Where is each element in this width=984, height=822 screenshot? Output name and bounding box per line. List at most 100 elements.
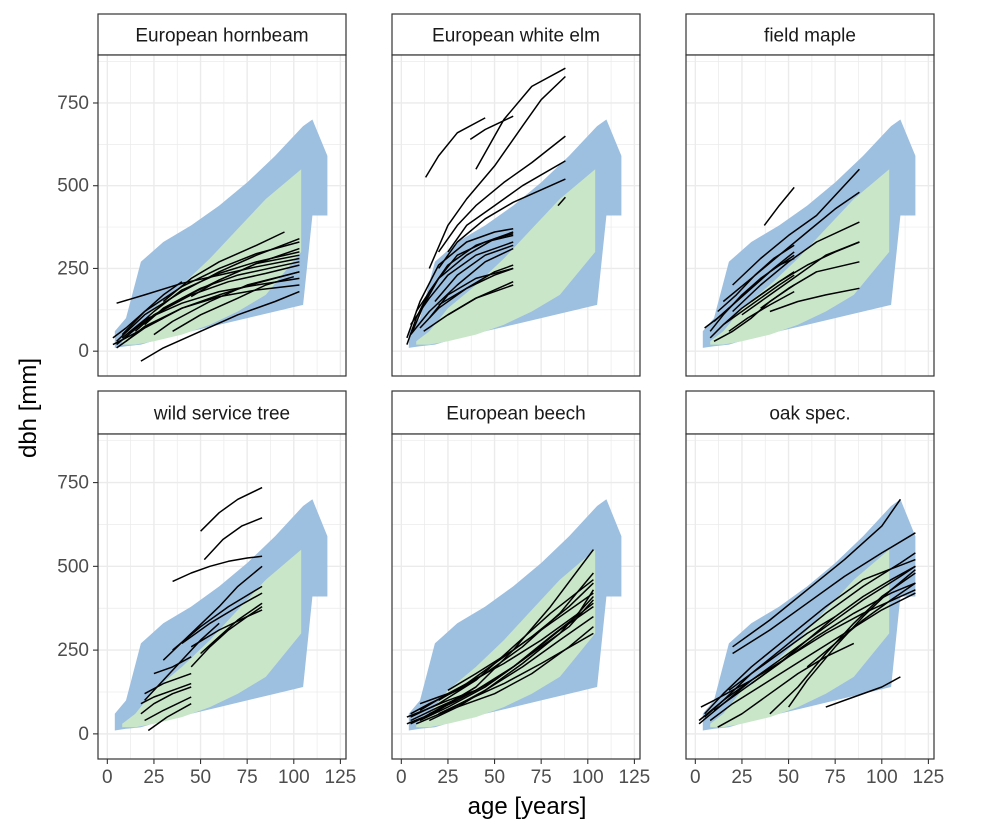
tree-growth-line: [428, 267, 514, 319]
inner-reference-band: [416, 169, 596, 345]
tree-growth-line: [147, 703, 192, 732]
y-tick-label: 250: [57, 640, 89, 661]
x-tick-label: 50: [778, 767, 799, 788]
facet-strip: [685, 13, 935, 56]
tree-growth-line: [419, 689, 458, 705]
tree-growth-line: [428, 75, 566, 269]
tree-growth-line: [434, 244, 514, 302]
tree-growth-line: [190, 605, 263, 668]
y-tick-label: 250: [57, 258, 89, 279]
facet-strip-label: European beech: [446, 404, 585, 425]
inner-reference-band: [710, 169, 890, 345]
x-tick-label: 50: [484, 767, 505, 788]
panel-border: [685, 433, 935, 760]
tree-growth-line: [153, 271, 300, 336]
facet-panel: field maple: [685, 13, 935, 377]
outer-reference-band: [702, 499, 916, 731]
tree-growth-line: [557, 196, 566, 207]
tree-growth-line: [140, 290, 300, 362]
panel-border: [391, 54, 641, 377]
tree-growth-line: [732, 498, 902, 648]
y-tick-label: 750: [57, 473, 89, 494]
x-tick-label: 100: [278, 767, 310, 788]
tree-growth-line: [144, 672, 192, 695]
tree-growth-line: [190, 254, 300, 298]
outer-reference-band: [114, 499, 328, 731]
panel-border: [391, 433, 641, 760]
tree-growth-line: [410, 672, 486, 715]
facet-strip: [391, 13, 641, 56]
tree-growth-line: [704, 558, 916, 715]
tree-growth-line: [806, 582, 916, 668]
tree-growth-line: [713, 284, 795, 342]
tree-growth-line: [728, 615, 836, 691]
tree-growth-line: [162, 231, 285, 303]
tree-growth-line: [717, 244, 795, 313]
tree-growth-line: [144, 261, 300, 326]
tree-growth-line: [428, 626, 594, 722]
facet-strip-label: field maple: [764, 26, 856, 47]
x-tick-label: 100: [572, 767, 604, 788]
tree-growth-line: [456, 615, 594, 708]
tree-growth-line: [172, 555, 263, 583]
tree-growth-line: [732, 532, 916, 655]
tree-growth-line: [153, 656, 192, 675]
facet-panel: oak spec. 0 25 50 75 100 125: [685, 390, 945, 788]
tree-growth-line: [732, 221, 860, 313]
y-tick-label: 500: [57, 556, 89, 577]
x-tick-label: 75: [531, 767, 552, 788]
facet-strip-label: European hornbeam: [135, 26, 308, 47]
tree-growth-line: [203, 517, 263, 561]
panel-content: [698, 498, 916, 731]
x-tick-label: 50: [190, 767, 211, 788]
tree-growth-line: [704, 251, 795, 329]
tree-growth-line: [447, 281, 514, 316]
tree-growth-line: [116, 257, 300, 304]
panel-border: [685, 54, 935, 377]
tree-growth-line: [406, 689, 477, 718]
tree-growth-line: [438, 267, 514, 306]
tree-growth-line: [437, 178, 566, 269]
tree-growth-line: [438, 589, 595, 702]
tree-growth-line: [411, 234, 514, 332]
x-tick-label: 75: [237, 767, 258, 788]
tree-growth-line: [172, 275, 295, 332]
tree-growth-line: [424, 117, 486, 178]
tree-growth-line: [134, 264, 300, 332]
x-tick-label: 100: [866, 767, 898, 788]
tree-growth-line: [140, 686, 192, 715]
tree-growth-line: [144, 696, 192, 722]
tree-growth-line: [181, 592, 263, 645]
tree-growth-line: [112, 281, 183, 339]
facet-panel: European beech 0 25 50 75 100 125: [391, 390, 651, 788]
tree-growth-line: [722, 274, 795, 326]
panel-border: [97, 433, 347, 760]
facet-strip-label: European white elm: [432, 26, 600, 47]
tree-growth-line: [200, 602, 263, 655]
facet-strip-label: wild service tree: [153, 404, 290, 425]
tree-growth-line: [700, 679, 752, 708]
x-tick-label: 25: [143, 767, 164, 788]
facet-strip: [97, 13, 347, 56]
tree-growth-line: [447, 160, 566, 253]
facet-panel: European white elm: [391, 13, 641, 377]
y-tick-label: 750: [57, 93, 89, 114]
tree-growth-line: [732, 168, 860, 286]
x-tick-label: 0: [102, 767, 113, 788]
facet-strip: [685, 390, 935, 435]
panel-content: [702, 119, 916, 348]
y-tick-label: 0: [78, 341, 89, 362]
x-tick-label: 25: [731, 767, 752, 788]
panel-content: [406, 499, 622, 731]
tree-growth-line: [437, 135, 566, 253]
x-tick-label: 125: [325, 767, 357, 788]
tree-growth-line: [406, 227, 514, 339]
tree-growth-line: [825, 676, 901, 708]
tree-growth-line: [428, 599, 594, 715]
x-tick-label: 25: [437, 767, 458, 788]
tree-growth-line: [140, 682, 192, 705]
x-tick-label: 125: [619, 767, 651, 788]
x-tick-label: 125: [913, 767, 945, 788]
tree-growth-line: [438, 632, 594, 715]
